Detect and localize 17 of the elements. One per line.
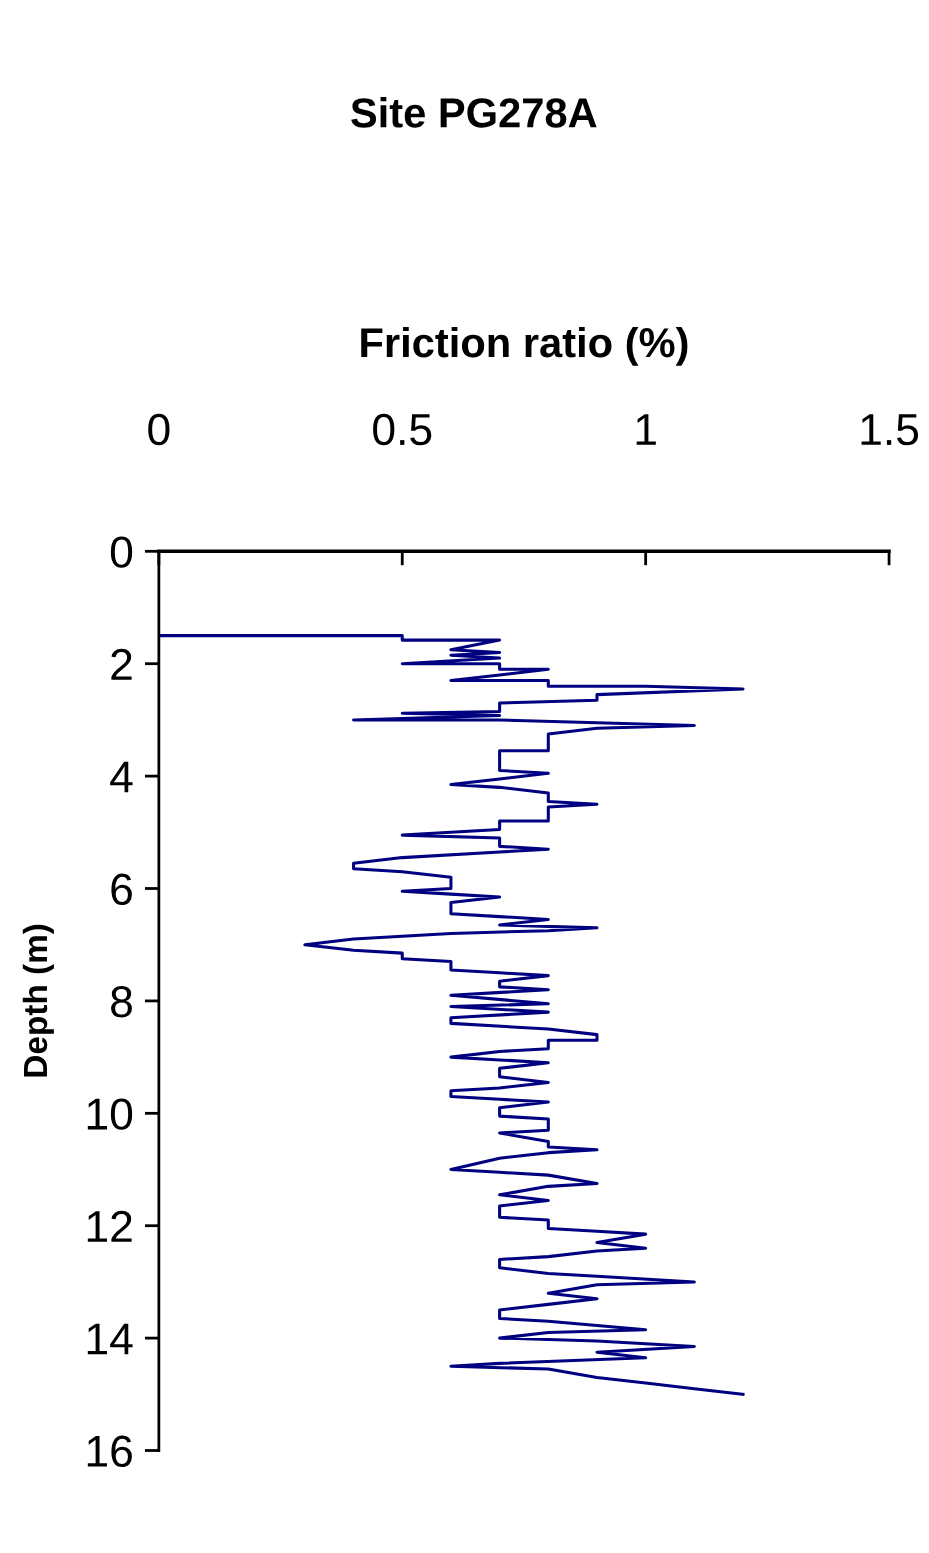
x-tick-label: 0.5 xyxy=(373,413,432,446)
y-tick-label: 2 xyxy=(111,648,132,680)
x-tick-label: 1 xyxy=(636,414,656,445)
y-axis-title: Depth (m) xyxy=(22,924,54,1077)
x-tick-label: 1.5 xyxy=(861,414,919,446)
x-axis-title: Friction ratio (%) xyxy=(361,326,688,366)
x-tick-label: 0 xyxy=(148,413,170,446)
y-tick-label: 12 xyxy=(87,1210,132,1242)
y-tick-label: 0 xyxy=(110,536,133,568)
y-tick-label: 8 xyxy=(111,985,132,1018)
y-tick-label: 10 xyxy=(87,1098,133,1130)
y-tick-label: 14 xyxy=(87,1323,133,1355)
y-tick-label: 16 xyxy=(87,1435,132,1468)
y-tick-label: 6 xyxy=(111,873,132,906)
line-series xyxy=(158,634,745,1396)
chart-title: Site PG278A xyxy=(351,97,597,128)
y-tick-label: 4 xyxy=(110,761,133,793)
